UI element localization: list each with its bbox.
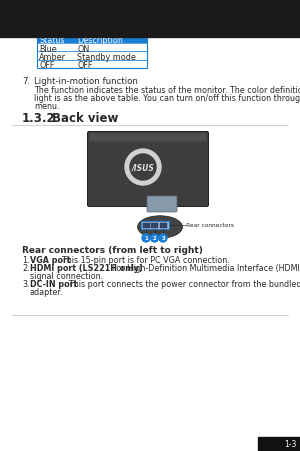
Bar (37, 60, 147, 69)
Text: . This port connects the power connector from the bundled power: . This port connects the power connector… (64, 279, 300, 288)
Circle shape (151, 235, 158, 243)
FancyBboxPatch shape (147, 197, 177, 212)
Bar (151, 223, 158, 228)
Bar (37, 52, 147, 60)
Circle shape (125, 150, 161, 186)
Bar (141, 221, 169, 230)
FancyBboxPatch shape (88, 132, 208, 207)
Text: •: • (32, 18, 37, 27)
FancyBboxPatch shape (89, 134, 206, 142)
Ellipse shape (137, 216, 182, 239)
Text: 1.3.2: 1.3.2 (22, 112, 56, 125)
Text: Description: Description (77, 36, 123, 45)
Text: /ISUS: /ISUS (132, 163, 154, 172)
Text: signal connection.: signal connection. (30, 272, 103, 281)
Circle shape (159, 235, 167, 243)
Text: light is as the above table. You can turn on/off this function through the OSD: light is as the above table. You can tur… (34, 94, 300, 103)
Text: 2.: 2. (22, 263, 30, 272)
Text: 3.: 3. (22, 279, 29, 288)
Text: menu.: menu. (34, 102, 59, 111)
Circle shape (130, 155, 156, 180)
Text: 1-3: 1-3 (285, 440, 297, 448)
Text: Standby mode: Standby mode (77, 53, 136, 62)
Text: 2: 2 (153, 236, 156, 241)
Text: Blue: Blue (39, 44, 57, 53)
Text: OFF: OFF (77, 61, 92, 70)
Text: Status: Status (39, 36, 64, 45)
Bar (37, 35, 147, 43)
Text: The color definition of the power indicator is as the below table.: The color definition of the power indica… (37, 27, 294, 36)
Text: 7.: 7. (22, 77, 30, 86)
Text: 3: 3 (161, 236, 165, 241)
Text: Back view: Back view (52, 112, 118, 125)
Bar (142, 223, 149, 228)
Text: OFF: OFF (39, 61, 54, 70)
Text: DC-IN port: DC-IN port (30, 279, 77, 288)
Bar (258, 437, 300, 451)
Text: Rear connectors: Rear connectors (186, 223, 234, 228)
Bar (37, 43, 147, 52)
Text: 1.: 1. (22, 255, 29, 264)
Text: 6.   ⏻ Power button / power indicator: 6. ⏻ Power button / power indicator (22, 8, 179, 17)
Bar (160, 223, 167, 228)
Text: •: • (32, 27, 37, 36)
Text: Rear connectors (from left to right): Rear connectors (from left to right) (22, 245, 203, 254)
Text: . This 15-pin port is for PC VGA connection.: . This 15-pin port is for PC VGA connect… (57, 255, 230, 264)
Text: Light-in-motion function: Light-in-motion function (34, 77, 138, 86)
Text: VGA port: VGA port (30, 255, 71, 264)
Text: ON: ON (77, 44, 89, 53)
Text: HDMI port (LS221H only): HDMI port (LS221H only) (30, 263, 143, 272)
Circle shape (142, 235, 150, 243)
Text: The function indicates the status of the monitor. The color definition of the: The function indicates the status of the… (34, 86, 300, 95)
Text: Amber: Amber (39, 53, 66, 62)
Bar (37, 35, 147, 69)
Text: 1: 1 (144, 236, 148, 241)
Text: Press this button to turn the monitor on/off: Press this button to turn the monitor on… (37, 18, 209, 27)
Bar (0, 0, 300, 38)
Text: . For High-Definition Multimedia Interface (HDMI): . For High-Definition Multimedia Interfa… (107, 263, 300, 272)
Text: adapter.: adapter. (30, 287, 64, 296)
